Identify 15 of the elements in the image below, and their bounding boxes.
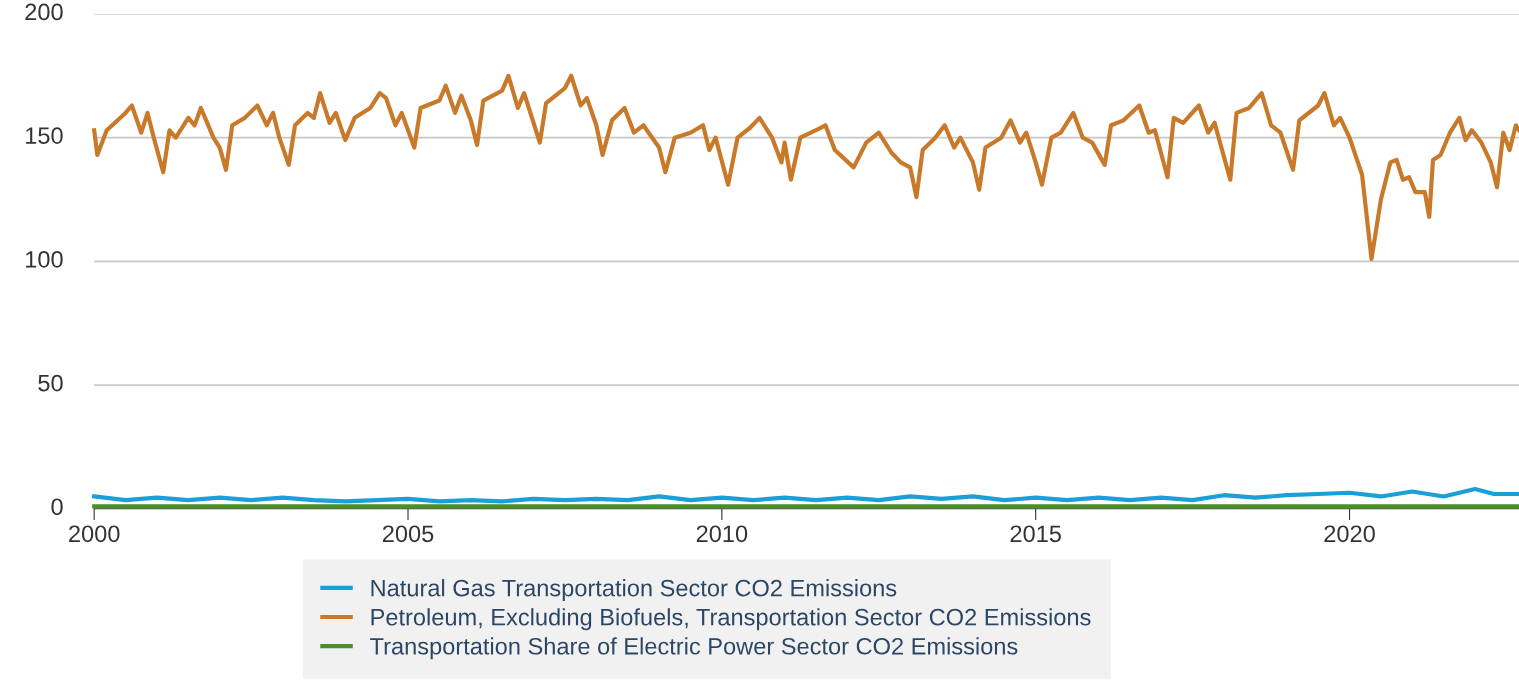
x-tick-label: 2005 [382, 525, 434, 543]
x-tick-label: 2020 [1324, 525, 1375, 543]
y-tick-label: 100 [26, 250, 63, 268]
line-series [92, 486, 1519, 504]
x-tick-label: 2010 [696, 525, 748, 543]
y-tick-label: 0 [51, 498, 63, 516]
x-tick-label: 2000 [69, 525, 120, 543]
x-tick-label: 2015 [1010, 525, 1061, 543]
legend-label: Petroleum, Excluding Biofuels, Transportation Sector CO2 Emissions [371, 608, 1091, 631]
y-tick-label: 150 [26, 127, 63, 144]
y-tick-label: 200 [25, 3, 63, 21]
y-tick-label: 50 [38, 374, 63, 392]
legend-label: Transportation Share of Electric Power Sector CO2 Emissions [370, 637, 1018, 660]
line-series [92, 73, 1519, 261]
legend-label: Natural Gas Transportation Sector CO2 Emissions [371, 579, 897, 602]
